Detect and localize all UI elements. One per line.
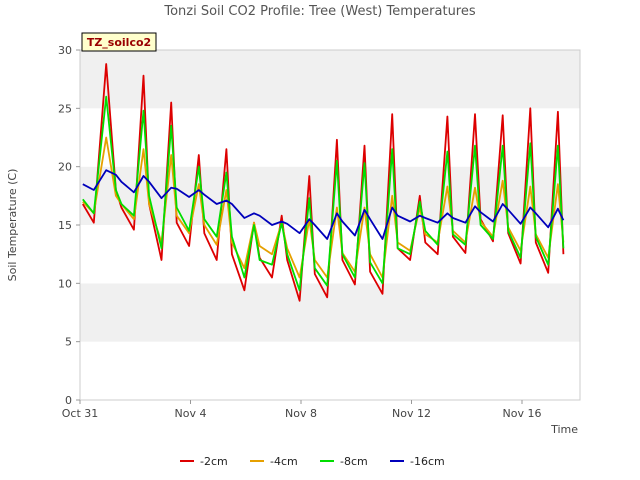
- y-axis-label: Soil Temperature (C): [6, 169, 19, 282]
- x-tick-label: Nov 4: [175, 407, 207, 420]
- badge-box: [81, 32, 157, 52]
- x-tick-label: Nov 12: [392, 407, 431, 420]
- grid-band: [80, 50, 580, 109]
- series-line-8cm: [82, 95, 565, 292]
- legend-label: -8cm: [340, 455, 368, 468]
- legend: -2cm -4cm -8cm -16cm: [180, 455, 445, 468]
- y-tick-label: 20: [58, 161, 72, 174]
- y-tick-label: 0: [65, 394, 72, 407]
- badge-label: TZ_soilco2: [87, 36, 151, 49]
- legend-label: -4cm: [270, 455, 298, 468]
- plot-background: [80, 50, 580, 400]
- x-axis: Oct 31 Nov 4 Nov 8 Nov 12 Nov 16: [62, 400, 542, 420]
- legend-label: -16cm: [410, 455, 445, 468]
- legend-label: -2cm: [200, 455, 228, 468]
- x-tick-label: Nov 8: [285, 407, 317, 420]
- x-axis-label: Time: [550, 423, 578, 436]
- grid-band: [80, 283, 580, 342]
- y-tick-label: 5: [65, 336, 72, 349]
- x-tick-label: Oct 31: [62, 407, 99, 420]
- y-axis: 0 5 10 15 20 25 30: [58, 44, 80, 407]
- series-line-16cm: [82, 169, 565, 240]
- grid-band: [80, 108, 580, 167]
- y-tick-label: 25: [58, 102, 72, 115]
- y-tick-label: 10: [58, 277, 72, 290]
- chart-title: Tonzi Soil CO2 Profile: Tree (West) Temp…: [163, 4, 476, 19]
- badge: TZ_soilco2: [81, 32, 157, 52]
- x-tick-label: Nov 16: [503, 407, 542, 420]
- series-lines: [82, 63, 565, 302]
- y-tick-label: 15: [58, 219, 72, 232]
- y-tick-label: 30: [58, 44, 72, 57]
- grid-band: [80, 341, 580, 400]
